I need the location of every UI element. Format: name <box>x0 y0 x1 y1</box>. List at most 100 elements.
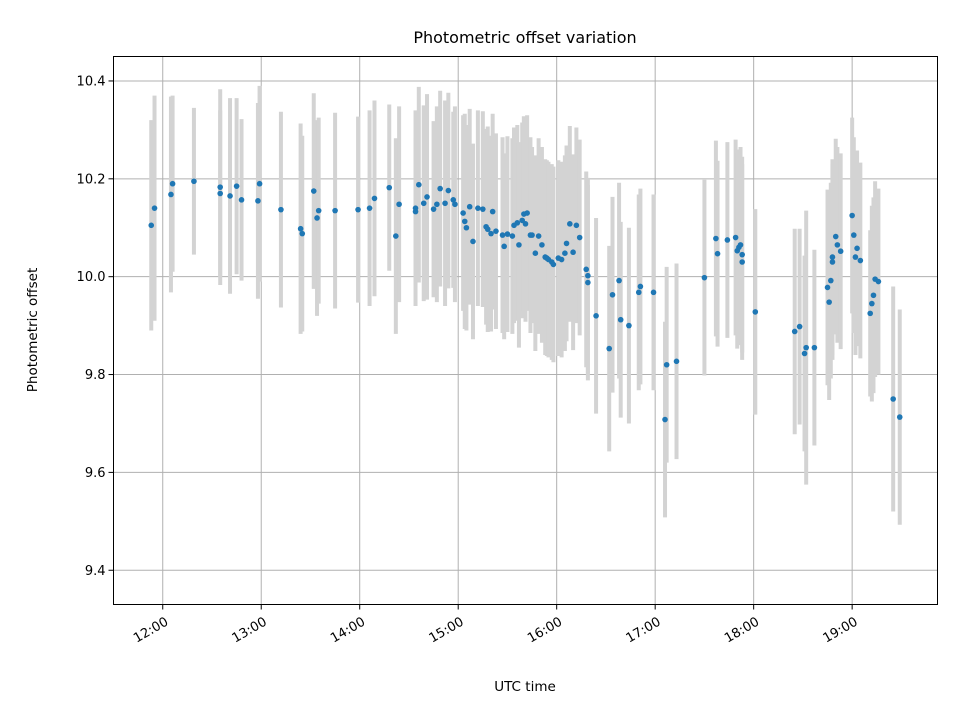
data-point <box>535 233 542 239</box>
data-point <box>314 215 320 221</box>
data-point <box>796 323 803 330</box>
data-point <box>563 240 570 247</box>
data-point <box>489 208 496 215</box>
data-point <box>461 218 468 225</box>
data-point <box>366 205 373 211</box>
data-point <box>870 292 877 299</box>
plot-frame <box>113 56 938 605</box>
data-point <box>585 279 591 286</box>
data-point <box>466 203 473 210</box>
data-point <box>522 221 529 227</box>
data-point <box>532 250 539 256</box>
data-point <box>442 200 448 207</box>
data-point <box>463 224 470 231</box>
data-point <box>875 278 882 285</box>
data-point <box>803 344 809 351</box>
data-point <box>834 242 841 248</box>
data-point <box>791 328 798 335</box>
data-point <box>626 322 632 329</box>
data-point <box>452 201 458 208</box>
x-tick-label: 13:00 <box>230 615 270 647</box>
data-point <box>493 228 499 234</box>
data-point <box>562 250 568 256</box>
data-point <box>516 242 522 248</box>
data-point <box>837 248 844 255</box>
data-point <box>396 201 402 208</box>
data-point <box>828 277 834 284</box>
x-tick-label: 17:00 <box>624 615 664 647</box>
data-point <box>732 234 739 241</box>
data-point <box>724 237 731 243</box>
data-point <box>504 231 511 237</box>
data-point <box>713 235 719 242</box>
data-point <box>662 416 668 423</box>
data-point <box>450 197 457 203</box>
data-points <box>148 178 903 423</box>
data-point <box>573 222 580 229</box>
data-point <box>585 272 591 279</box>
data-point <box>332 207 338 214</box>
y-tick-label: 9.4 <box>85 564 106 579</box>
y-axis-label: Photometric offset <box>25 268 41 392</box>
y-tick-label: 9.8 <box>85 368 106 383</box>
data-point <box>445 187 452 194</box>
data-point <box>811 344 818 351</box>
data-point <box>297 225 304 232</box>
data-point <box>583 266 590 273</box>
data-point <box>673 358 680 365</box>
data-point <box>430 206 437 212</box>
data-point <box>550 261 557 268</box>
x-tick-label: 18:00 <box>722 615 762 647</box>
data-point <box>488 230 494 237</box>
data-point <box>412 208 419 215</box>
x-tick-label: 19:00 <box>821 615 861 647</box>
data-point <box>752 309 759 315</box>
data-point <box>371 195 378 202</box>
data-point <box>299 230 306 237</box>
data-point <box>227 193 233 199</box>
data-point <box>499 232 506 238</box>
y-tick-label: 10.4 <box>77 74 106 89</box>
data-point <box>460 210 466 216</box>
data-point <box>852 254 859 260</box>
y-tick-label: 9.6 <box>85 466 106 481</box>
data-point <box>558 256 565 263</box>
data-point <box>424 194 430 200</box>
y-tick-label: 10.0 <box>77 270 106 285</box>
data-point <box>233 183 240 189</box>
error-bars <box>149 85 902 525</box>
data-point <box>470 238 476 245</box>
data-point <box>168 191 174 198</box>
data-point <box>475 205 481 211</box>
x-tick-label: 15:00 <box>427 615 467 647</box>
data-point <box>857 257 864 264</box>
data-point <box>539 242 545 248</box>
data-point <box>217 190 223 197</box>
data-point <box>393 233 399 239</box>
data-point <box>238 197 245 203</box>
data-point <box>355 206 361 213</box>
data-point <box>890 396 896 402</box>
x-tick-label: 16:00 <box>525 615 565 647</box>
data-point <box>896 414 903 420</box>
data-point <box>829 259 836 265</box>
data-point <box>529 232 535 238</box>
data-point <box>737 242 744 248</box>
data-point <box>315 207 322 214</box>
data-point <box>416 181 422 188</box>
data-point <box>739 259 745 265</box>
data-point <box>714 250 721 257</box>
data-point <box>501 243 507 250</box>
data-point <box>217 184 223 190</box>
x-axis-label: UTC time <box>494 679 556 695</box>
data-point <box>151 205 158 211</box>
chart-title: Photometric offset variation <box>413 28 636 47</box>
data-point <box>801 350 808 357</box>
data-point <box>420 200 427 207</box>
data-point <box>567 221 573 227</box>
data-point <box>739 251 745 258</box>
data-point <box>256 180 263 187</box>
data-point <box>701 274 708 281</box>
data-point <box>829 254 836 260</box>
